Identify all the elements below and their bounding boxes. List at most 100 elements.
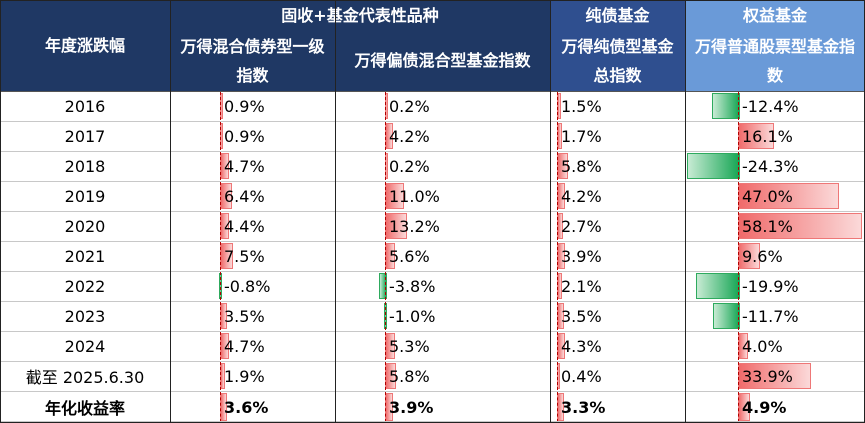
value-label: 0.4% <box>561 366 602 386</box>
value-bar <box>696 273 740 299</box>
data-cell: 1.7% <box>550 121 685 151</box>
value-label: -24.3% <box>742 156 799 176</box>
zero-axis <box>220 152 221 180</box>
year-label: 2016 <box>0 91 170 121</box>
data-cell: -19.9% <box>685 271 865 301</box>
value-label: 1.5% <box>561 96 602 116</box>
data-cell: 6.4% <box>170 181 335 211</box>
value-label: 3.3% <box>561 397 606 417</box>
zero-axis <box>385 242 386 270</box>
data-cell: 33.9% <box>685 361 865 391</box>
data-cell: -1.0% <box>335 301 550 331</box>
data-cell: 3.5% <box>550 301 685 331</box>
value-label: 5.8% <box>389 366 430 386</box>
row-divider <box>0 331 865 332</box>
row-divider <box>0 361 865 362</box>
data-cell: -24.3% <box>685 151 865 181</box>
data-cell: -12.4% <box>685 91 865 121</box>
row-divider <box>0 271 865 272</box>
value-label: 4.9% <box>742 397 787 417</box>
group-header: 权益基金 <box>685 0 865 30</box>
data-cell: 0.2% <box>335 151 550 181</box>
value-label: 47.0% <box>742 186 793 206</box>
zero-axis <box>738 92 739 120</box>
column-header: 万得混合债券型一级指数 <box>170 30 335 91</box>
zero-axis <box>557 272 558 300</box>
data-cell: 4.2% <box>550 181 685 211</box>
value-label: -0.8% <box>224 276 271 296</box>
value-label: 4.2% <box>389 126 430 146</box>
zero-axis <box>220 302 221 330</box>
data-cell: 0.9% <box>170 91 335 121</box>
zero-axis <box>385 302 386 330</box>
data-cell: 3.3% <box>550 391 685 423</box>
column-divider <box>170 0 171 423</box>
value-label: 3.5% <box>561 306 602 326</box>
data-cell: 47.0% <box>685 181 865 211</box>
value-label: 5.8% <box>561 156 602 176</box>
data-cell: -11.7% <box>685 301 865 331</box>
value-bar <box>738 123 774 149</box>
data-cell: 11.0% <box>335 181 550 211</box>
value-label: 4.2% <box>561 186 602 206</box>
zero-axis <box>557 122 558 150</box>
value-label: 4.3% <box>561 336 602 356</box>
value-label: -19.9% <box>742 276 799 296</box>
value-bar <box>379 273 387 299</box>
row-label-header: 年度涨跌幅 <box>0 0 170 91</box>
data-cell: 0.4% <box>550 361 685 391</box>
row-divider <box>0 391 865 392</box>
year-label: 年化收益率 <box>0 391 170 423</box>
data-cell: 4.9% <box>685 391 865 423</box>
zero-axis <box>220 362 221 390</box>
row-divider <box>0 301 865 302</box>
zero-axis <box>557 242 558 270</box>
data-cell: 4.7% <box>170 331 335 361</box>
zero-axis <box>220 272 221 300</box>
row-divider <box>0 211 865 212</box>
year-label: 2019 <box>0 181 170 211</box>
zero-axis <box>385 392 386 422</box>
row-divider <box>0 421 865 422</box>
zero-axis <box>738 272 739 300</box>
year-label: 截至 2025.6.30 <box>0 361 170 391</box>
zero-axis <box>557 182 558 210</box>
zero-axis <box>220 392 221 422</box>
data-cell: 0.9% <box>170 121 335 151</box>
data-cell: 0.2% <box>335 91 550 121</box>
value-label: 33.9% <box>742 366 793 386</box>
data-cell: 4.0% <box>685 331 865 361</box>
zero-axis <box>220 242 221 270</box>
value-label: 4.7% <box>224 156 265 176</box>
value-label: 7.5% <box>224 246 265 266</box>
value-bar <box>711 93 740 119</box>
value-label: 3.5% <box>224 306 265 326</box>
zero-axis <box>557 152 558 180</box>
value-label: 13.2% <box>389 216 440 236</box>
zero-axis <box>738 242 739 270</box>
data-cell: 3.9% <box>550 241 685 271</box>
year-label: 2022 <box>0 271 170 301</box>
zero-axis <box>385 182 386 210</box>
data-cell: 1.5% <box>550 91 685 121</box>
row-divider <box>0 151 865 152</box>
value-label: 58.1% <box>742 216 793 236</box>
value-bar <box>738 183 839 209</box>
value-label: 4.4% <box>224 216 265 236</box>
data-cell: 5.8% <box>550 151 685 181</box>
data-cell: 4.7% <box>170 151 335 181</box>
value-label: 3.9% <box>561 246 602 266</box>
zero-axis <box>738 392 739 422</box>
group-header: 纯债基金 <box>550 0 685 30</box>
zero-axis <box>557 392 558 422</box>
zero-axis <box>738 122 739 150</box>
data-cell: 2.7% <box>550 211 685 241</box>
value-label: 5.3% <box>389 336 430 356</box>
value-label: 0.9% <box>224 96 265 116</box>
value-label: 6.4% <box>224 186 265 206</box>
value-label: 3.9% <box>389 397 434 417</box>
value-label: 2.1% <box>561 276 602 296</box>
value-label: -1.0% <box>389 306 436 326</box>
value-label: -11.7% <box>742 306 799 326</box>
year-label: 2018 <box>0 151 170 181</box>
